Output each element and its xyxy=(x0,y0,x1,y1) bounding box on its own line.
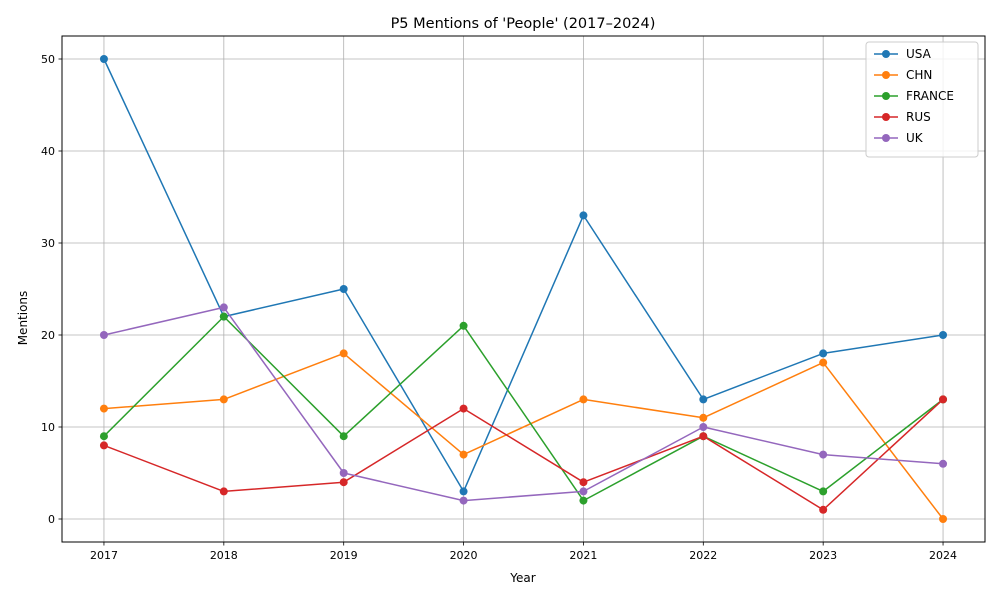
data-point xyxy=(219,312,228,321)
y-axis: 0 10 20 30 40 50 xyxy=(41,53,62,526)
data-point xyxy=(99,404,108,413)
data-point xyxy=(699,423,708,431)
x-axis: 2017 2018 2019 2020 2021 2022 2023 2024 xyxy=(90,542,957,562)
data-point xyxy=(819,450,828,459)
series-line xyxy=(103,398,944,511)
data-point xyxy=(99,441,108,450)
data-point xyxy=(99,331,108,339)
legend-label: UK xyxy=(906,131,924,145)
data-point xyxy=(939,515,948,523)
data-point xyxy=(99,432,108,441)
legend-swatch-marker xyxy=(882,71,890,79)
data-point xyxy=(939,395,948,404)
y-tick-label: 10 xyxy=(41,421,55,434)
series-usa xyxy=(99,55,948,496)
plot-frame xyxy=(61,35,986,543)
data-point xyxy=(219,487,228,496)
x-axis-label: Year xyxy=(509,571,535,585)
x-tick-label: 2020 xyxy=(450,549,478,562)
grid xyxy=(62,36,985,542)
data-point xyxy=(939,459,948,468)
series-group xyxy=(99,55,948,523)
x-tick-label: 2021 xyxy=(569,549,597,562)
data-point xyxy=(699,432,708,441)
series-france xyxy=(99,312,948,505)
data-point xyxy=(219,303,228,312)
series-line xyxy=(103,352,944,520)
legend-label: FRANCE xyxy=(906,89,954,103)
data-point xyxy=(99,55,108,63)
data-point xyxy=(579,211,588,220)
y-tick-label: 50 xyxy=(41,53,55,66)
legend-swatch-marker xyxy=(882,92,890,100)
data-point xyxy=(219,395,228,404)
data-point xyxy=(459,321,468,330)
data-point xyxy=(339,349,348,358)
data-point xyxy=(579,478,588,487)
legend-label: USA xyxy=(906,47,932,61)
y-axis-label: Mentions xyxy=(16,291,30,346)
legend-item: CHN xyxy=(874,68,932,82)
data-point xyxy=(459,496,468,505)
series-line xyxy=(103,315,944,502)
data-point xyxy=(579,487,588,496)
series-line xyxy=(103,306,944,502)
data-point xyxy=(819,358,828,367)
legend-label: CHN xyxy=(906,68,932,82)
legend-item: RUS xyxy=(874,110,931,124)
legend-label: RUS xyxy=(906,110,931,124)
data-point xyxy=(339,432,348,441)
data-point xyxy=(699,395,708,404)
legend-item: USA xyxy=(874,47,932,61)
x-tick-label: 2024 xyxy=(929,549,957,562)
y-tick-label: 0 xyxy=(48,513,55,526)
data-point xyxy=(699,413,708,422)
x-tick-label: 2017 xyxy=(90,549,118,562)
series-chn xyxy=(99,349,948,523)
x-tick-label: 2018 xyxy=(210,549,238,562)
data-point xyxy=(579,496,588,505)
legend-item: UK xyxy=(874,131,924,145)
data-point xyxy=(339,285,348,293)
x-tick-label: 2023 xyxy=(809,549,837,562)
series-line xyxy=(103,58,944,493)
y-tick-label: 20 xyxy=(41,329,55,342)
chart-title: P5 Mentions of 'People' (2017–2024) xyxy=(391,16,656,32)
data-point xyxy=(459,487,468,496)
y-tick-label: 40 xyxy=(41,145,55,158)
legend-swatch-marker xyxy=(882,113,890,121)
legend-swatch-marker xyxy=(882,134,890,142)
data-point xyxy=(579,395,588,404)
data-point xyxy=(939,331,948,339)
x-tick-label: 2019 xyxy=(330,549,358,562)
data-point xyxy=(819,349,828,358)
series-uk xyxy=(99,303,948,505)
y-tick-label: 30 xyxy=(41,237,55,250)
legend-item: FRANCE xyxy=(874,89,954,103)
series-rus xyxy=(99,395,948,514)
data-point xyxy=(819,487,828,496)
data-point xyxy=(339,478,348,487)
data-point xyxy=(459,404,468,413)
data-point xyxy=(819,505,828,514)
data-point xyxy=(339,469,348,477)
x-tick-label: 2022 xyxy=(689,549,717,562)
legend-swatch-marker xyxy=(882,50,890,58)
legend-box xyxy=(865,41,979,158)
data-point xyxy=(459,450,468,459)
legend: USA CHN FRANCE RUS UK xyxy=(865,41,979,158)
